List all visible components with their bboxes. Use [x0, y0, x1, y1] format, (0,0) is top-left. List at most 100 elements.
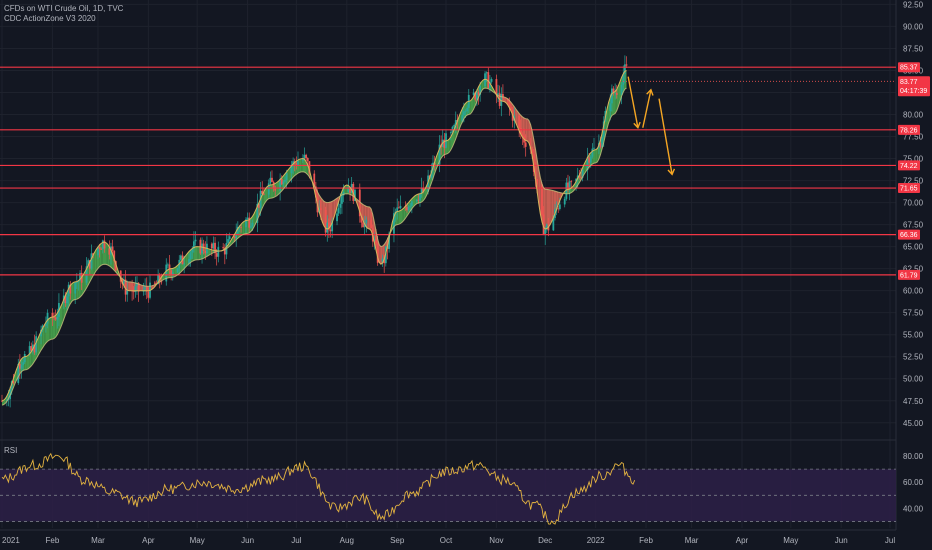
candle-body: [74, 282, 77, 294]
candle-body: [170, 270, 173, 276]
cloud-segment: [379, 244, 381, 265]
candle-body: [462, 111, 465, 116]
candle-body: [568, 181, 571, 190]
candle-body: [477, 91, 480, 95]
cloud-segment: [140, 284, 142, 291]
candle-body: [497, 93, 499, 95]
candle-body: [7, 399, 10, 401]
candle-body: [66, 296, 68, 304]
cloud-segment: [26, 355, 28, 370]
cloud-segment: [270, 184, 272, 199]
candle-body: [301, 158, 304, 161]
candle-body: [134, 286, 137, 293]
cloud-segment: [184, 255, 186, 269]
time-tick-label: Apr: [142, 536, 155, 545]
candle-body: [578, 175, 581, 178]
candle-body: [324, 209, 327, 233]
cloud-segment: [618, 81, 620, 107]
candle-body: [489, 81, 491, 88]
candle-body: [575, 178, 578, 182]
candle-body: [415, 199, 418, 202]
candle-body: [339, 203, 342, 208]
candle-body: [249, 226, 252, 228]
candle-body: [290, 166, 293, 174]
candle-body: [28, 346, 31, 355]
time-tick-label: Mar: [91, 536, 105, 545]
cloud-segment: [548, 189, 551, 227]
candle-body: [599, 143, 602, 148]
cloud-segment: [111, 250, 113, 269]
candle-body: [409, 205, 412, 207]
time-tick-label: Feb: [46, 536, 60, 545]
candle-body: [453, 124, 456, 127]
candle-body: [114, 261, 117, 271]
candle-body: [567, 182, 569, 190]
cloud-segment: [93, 252, 95, 276]
candle-body: [215, 253, 218, 257]
cloud-segment: [37, 335, 40, 356]
candle-body: [495, 79, 498, 95]
candle-body: [422, 187, 425, 192]
candle-body: [274, 188, 277, 191]
candle-body: [506, 98, 509, 102]
candle-body: [32, 344, 34, 351]
level-badge: [898, 124, 920, 135]
level-badge-text: 85.37: [900, 65, 918, 72]
candle-body: [222, 247, 225, 249]
price-tick-label: 77.50: [903, 133, 924, 142]
candle-body: [464, 111, 467, 112]
candle-body: [272, 181, 275, 189]
time-tick-label: 2022: [587, 536, 605, 545]
candle-body: [601, 136, 604, 148]
candle-body: [373, 238, 376, 242]
candle-body: [103, 240, 106, 249]
cloud-segment: [595, 148, 598, 163]
candle-body: [580, 177, 582, 179]
time-tick-label: Jul: [885, 536, 895, 545]
cloud-segment: [47, 318, 50, 342]
cloud-segment: [29, 351, 32, 368]
candle-body: [236, 226, 239, 234]
time-tick-label: Dec: [538, 536, 552, 545]
candle-body: [79, 272, 81, 282]
symbol-legend[interactable]: CFDs on WTI Crude Oil, 1D, TVC CDC Actio…: [4, 4, 123, 24]
candle-body: [349, 187, 351, 193]
candle-body: [541, 184, 543, 215]
candle-body: [240, 226, 242, 228]
candle-body: [191, 248, 194, 253]
price-tick-label: 80.00: [903, 111, 924, 120]
candle-body: [454, 120, 457, 125]
candle-body: [620, 84, 623, 95]
cloud-segment: [613, 91, 616, 115]
candle-body: [269, 177, 272, 184]
candle-body: [123, 279, 125, 284]
level-badge-text: 66.36: [900, 232, 918, 239]
candle-body: [111, 246, 114, 251]
candle-body: [376, 243, 379, 263]
candle-body: [101, 240, 104, 250]
candle-body: [365, 219, 368, 224]
cloud-segment: [52, 316, 54, 340]
candle-body: [23, 354, 26, 363]
price-tick-label: 52.50: [903, 353, 924, 362]
candle-body: [393, 213, 395, 234]
price-tick-label: 92.50: [903, 0, 924, 9]
cloud-segment: [367, 206, 370, 229]
cloud-segment: [615, 89, 617, 114]
candle-body: [305, 154, 308, 158]
candle-body: [17, 364, 20, 383]
cloud-segment: [624, 70, 627, 90]
cloud-segment: [50, 317, 53, 340]
candle-body: [171, 272, 174, 276]
candle-body: [490, 79, 493, 82]
time-axis[interactable]: 2021 Feb Mar Apr May Jun Jul Aug Sep Oct Nov Dec 202…: [2, 536, 895, 545]
candle-body: [362, 222, 364, 228]
time-tick-label: Aug: [340, 536, 354, 545]
candle-body: [75, 282, 78, 284]
cloud-segment: [208, 248, 211, 256]
candle-body: [542, 214, 545, 235]
arrow-shaft: [627, 76, 639, 128]
candle-body: [168, 264, 171, 271]
rsi-legend[interactable]: RSI: [4, 446, 17, 456]
